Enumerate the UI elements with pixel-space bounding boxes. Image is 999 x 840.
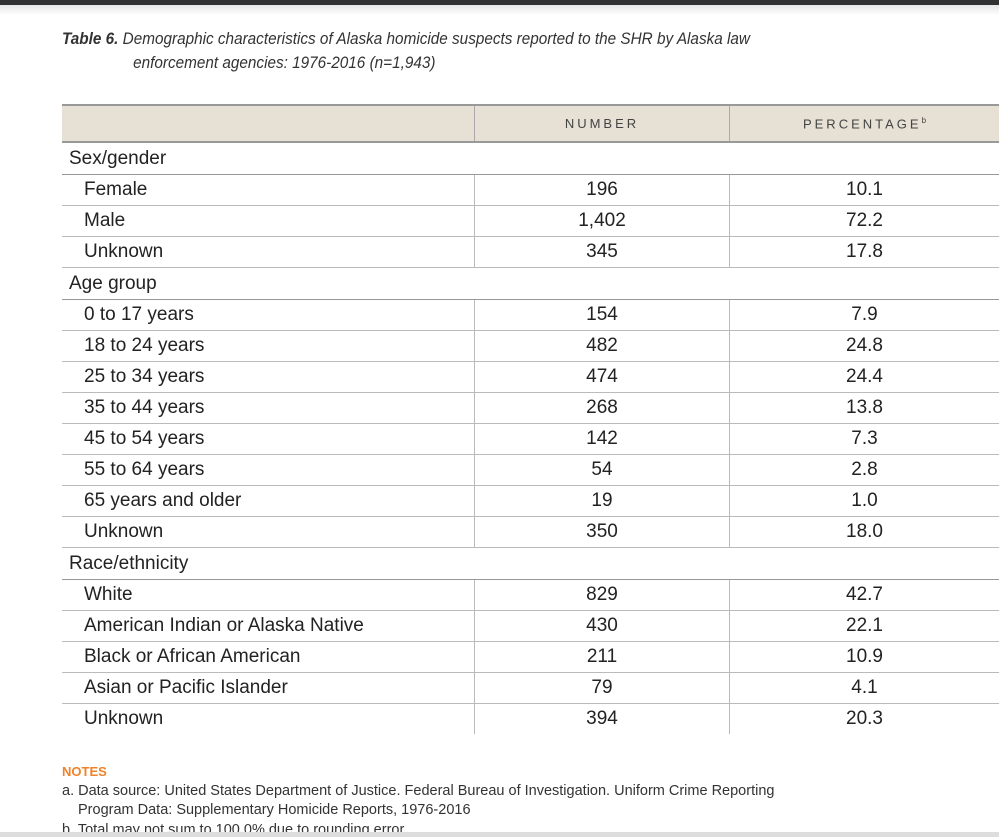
bottom-divider: [0, 832, 999, 837]
row-label: 35 to 44 years: [62, 393, 475, 424]
row-percentage: 24.8: [730, 331, 999, 362]
row-percentage: 7.9: [730, 300, 999, 331]
section-row: Race/ethnicity: [62, 548, 999, 580]
header-percentage: PERCENTAGEb: [730, 105, 999, 142]
row-percentage: 7.3: [730, 424, 999, 455]
row-number: 345: [475, 237, 730, 268]
row-label: 55 to 64 years: [62, 455, 475, 486]
top-shadow: [0, 5, 999, 15]
table-caption: Table 6. Demographic characteristics of …: [62, 27, 872, 75]
row-label: 18 to 24 years: [62, 331, 475, 362]
row-percentage: 13.8: [730, 393, 999, 424]
row-label: 25 to 34 years: [62, 362, 475, 393]
row-number: 1,402: [475, 206, 730, 237]
row-number: 54: [475, 455, 730, 486]
row-percentage: 22.1: [730, 611, 999, 642]
section-row: Sex/gender: [62, 142, 999, 175]
section-label: Race/ethnicity: [62, 548, 999, 580]
row-number: 268: [475, 393, 730, 424]
section-label: Sex/gender: [62, 142, 999, 175]
row-number: 79: [475, 673, 730, 704]
row-label: 45 to 54 years: [62, 424, 475, 455]
row-label: White: [62, 580, 475, 611]
footnote-b-marker: b: [922, 116, 926, 125]
row-label: 0 to 17 years: [62, 300, 475, 331]
row-percentage: 24.4: [730, 362, 999, 393]
row-percentage: 10.9: [730, 642, 999, 673]
row-number: 829: [475, 580, 730, 611]
row-label: Asian or Pacific Islander: [62, 673, 475, 704]
section-row: Age group: [62, 268, 999, 300]
row-percentage: 72.2: [730, 206, 999, 237]
row-percentage: 18.0: [730, 517, 999, 548]
caption-text-2: enforcement agencies: 1976-2016 (n=1,943…: [62, 51, 872, 75]
row-number: 142: [475, 424, 730, 455]
notes-heading: NOTES: [62, 762, 774, 782]
row-number: 474: [475, 362, 730, 393]
notes: NOTES a. Data source: United States Depa…: [62, 762, 774, 840]
row-label: 65 years and older: [62, 486, 475, 517]
row-percentage: 4.1: [730, 673, 999, 704]
header-label: [62, 105, 475, 142]
header-number: NUMBER: [475, 105, 730, 142]
caption-text-1: Demographic characteristics of Alaska ho…: [123, 29, 750, 48]
caption-label: Table 6.: [62, 29, 118, 48]
row-percentage: 17.8: [730, 237, 999, 268]
row-number: 394: [475, 704, 730, 735]
table-header-row: NUMBER PERCENTAGEb: [62, 105, 999, 142]
row-percentage: 1.0: [730, 486, 999, 517]
row-percentage: 20.3: [730, 704, 999, 735]
row-number: 430: [475, 611, 730, 642]
row-number: 350: [475, 517, 730, 548]
row-label: Male: [62, 206, 475, 237]
row-label: Unknown: [62, 704, 475, 735]
row-label: Unknown: [62, 237, 475, 268]
row-label: Female: [62, 175, 475, 206]
header-percentage-text: PERCENTAGE: [803, 116, 922, 131]
section-label: Age group: [62, 268, 999, 300]
note-b: b. Total may not sum to 100.0% due to ro…: [62, 821, 774, 840]
row-label: Black or African American: [62, 642, 475, 673]
row-percentage: 42.7: [730, 580, 999, 611]
row-number: 154: [475, 300, 730, 331]
row-label: Unknown: [62, 517, 475, 548]
row-number: 211: [475, 642, 730, 673]
note-a-line2: Program Data: Supplementary Homicide Rep…: [62, 801, 774, 821]
row-percentage: 2.8: [730, 455, 999, 486]
row-number: 196: [475, 175, 730, 206]
row-percentage: 10.1: [730, 175, 999, 206]
row-label: American Indian or Alaska Native: [62, 611, 475, 642]
note-a-line1: a. Data source: United States Department…: [62, 782, 774, 802]
row-number: 482: [475, 331, 730, 362]
row-number: 19: [475, 486, 730, 517]
